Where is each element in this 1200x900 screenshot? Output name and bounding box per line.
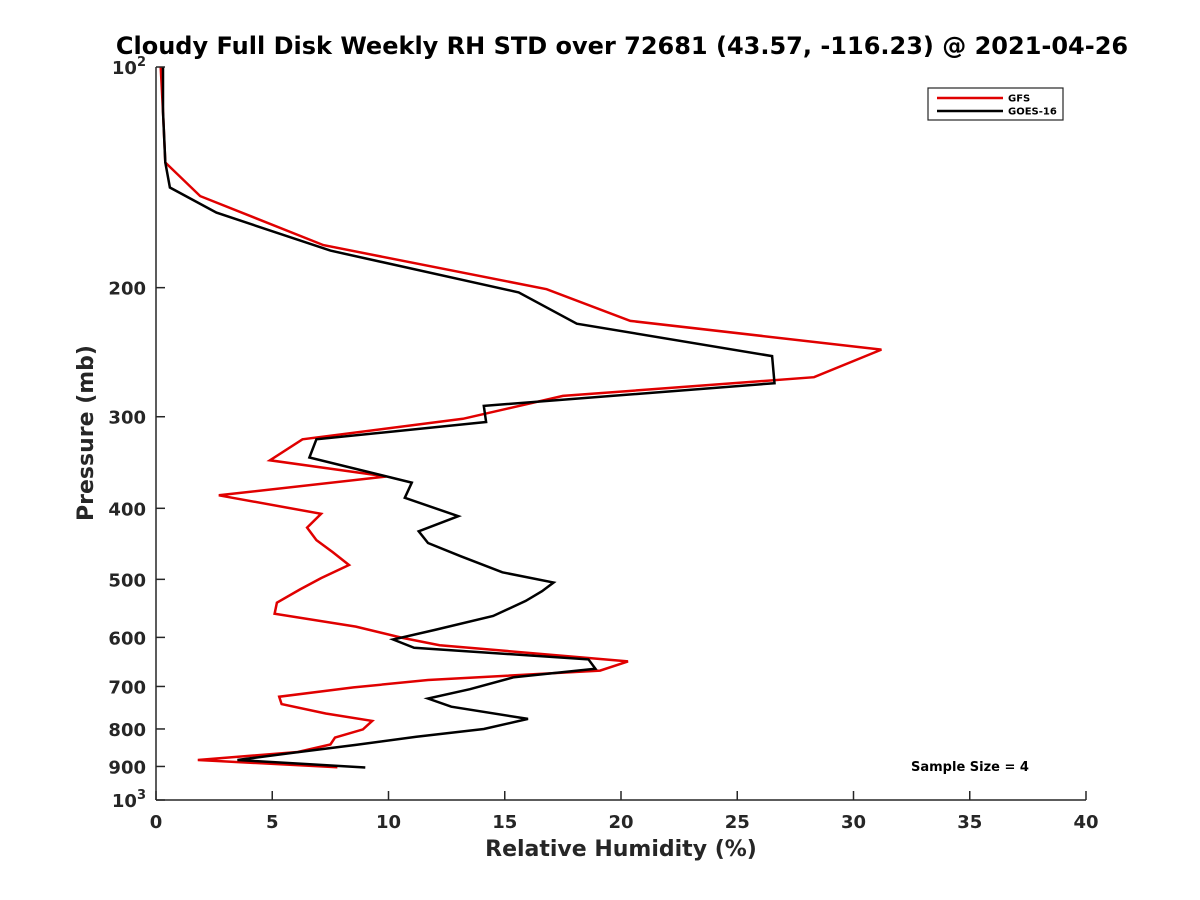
legend-box: [927, 87, 1064, 121]
y-tick-label: 900: [108, 757, 146, 778]
x-tick-label: 40: [1073, 812, 1098, 833]
y-tick-label: 800: [108, 720, 146, 741]
chart-title: Cloudy Full Disk Weekly RH STD over 7268…: [116, 32, 1128, 60]
x-tick-label: 5: [266, 812, 279, 833]
y-tick-label: 103: [112, 788, 146, 812]
y-tick-label: 400: [108, 499, 146, 520]
y-axis-label: Pressure (mb): [74, 345, 99, 521]
sample-size-annotation: Sample Size = 4: [911, 760, 1029, 775]
y-tick-label: 700: [108, 677, 146, 698]
y-tick-label: 200: [108, 279, 146, 300]
x-tick-label: 15: [492, 812, 517, 833]
y-tick-label: 600: [108, 628, 146, 649]
x-tick-label: 0: [150, 812, 163, 833]
legend-label-goes16: GOES-16: [1008, 107, 1057, 118]
series-line-gfs: [159, 66, 882, 769]
legend: GFS GOES-16: [927, 87, 1064, 121]
x-tick-label: 10: [376, 812, 401, 833]
x-tick-label: 20: [608, 812, 633, 833]
x-tick-label: 30: [841, 812, 866, 833]
x-axis-ticks: 0 5 10 15 20 25 30 35 40: [150, 791, 1099, 833]
series-line-goes16: [161, 67, 776, 769]
series-layer: [159, 66, 882, 769]
y-tick-label: 300: [108, 408, 146, 429]
x-tick-label: 35: [957, 812, 982, 833]
legend-label-gfs: GFS: [1008, 94, 1030, 105]
x-axis-label: Relative Humidity (%): [485, 837, 757, 862]
y-axis-ticks: 102 200 300 400 500 600 700 800 900 103: [108, 55, 165, 812]
plot-area: 0 5 10 15 20 25 30 35 40 102 200 300 400 500 600 700 80…: [108, 55, 1098, 833]
x-tick-label: 25: [725, 812, 750, 833]
y-tick-label: 500: [108, 570, 146, 591]
y-tick-label: 102: [112, 55, 146, 79]
